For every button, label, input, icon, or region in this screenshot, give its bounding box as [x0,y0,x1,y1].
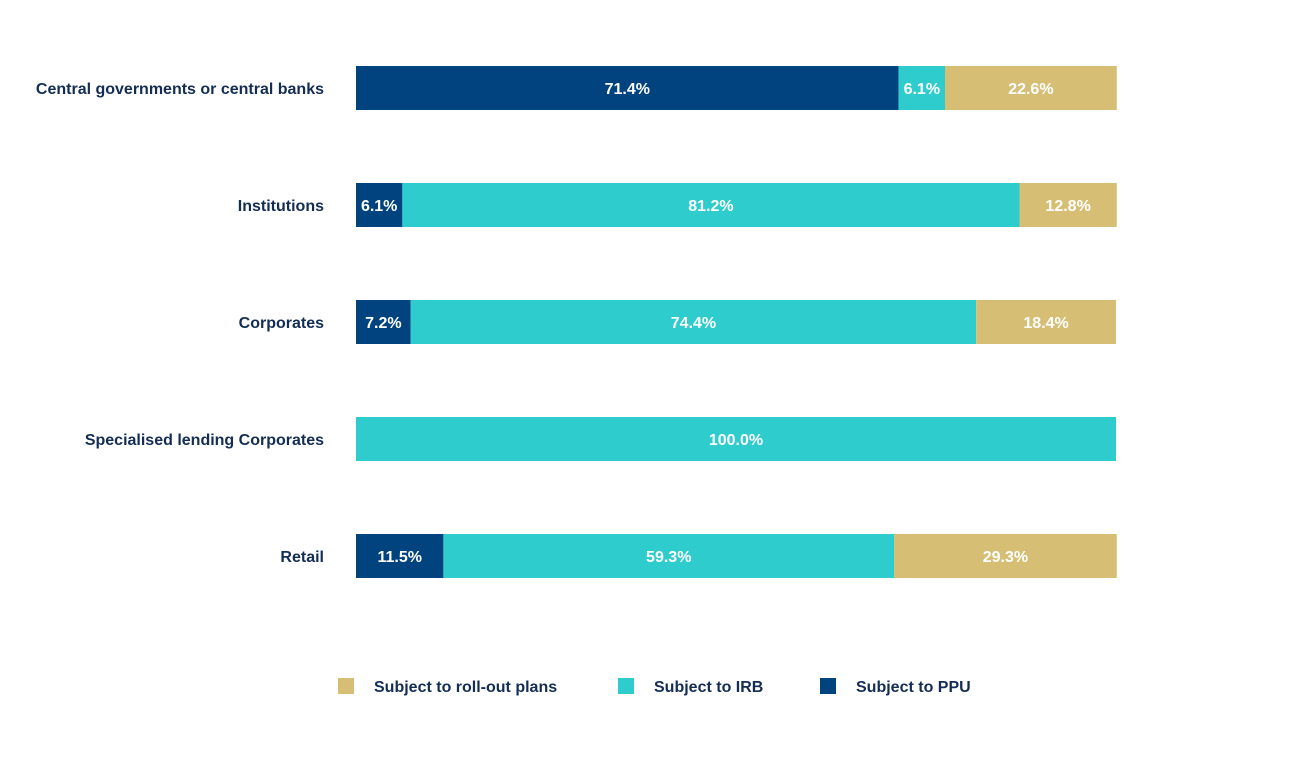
category-label-institutions: Institutions [238,198,324,215]
category-label-retail: Retail [280,549,324,566]
legend-label-subject-to-irb: Subject to IRB [654,679,763,696]
data-label-subject-to-roll-out-plans-institutions: 12.8% [1045,198,1090,215]
legend-label-subject-to-roll-out-plans: Subject to roll-out plans [374,679,557,696]
legend-swatch-subject-to-roll-out-plans [338,678,354,694]
data-label-subject-to-irb-central-governments-or-central-banks: 6.1% [904,81,940,98]
data-label-subject-to-ppu-retail: 11.5% [377,549,421,566]
category-labels: Central governments or central banks Inst… [36,81,324,566]
category-label-central-governments-or-central-banks: Central governments or central banks [36,81,324,98]
data-label-subject-to-irb-retail: 59.3% [646,549,691,566]
legend: Subject to roll-out plans Subject to IRB S… [338,678,971,696]
stacked-bar-chart: Central governments or central banks Inst… [0,0,1300,760]
data-label-subject-to-roll-out-plans-corporates: 18.4% [1023,315,1068,332]
data-label-subject-to-ppu-corporates: 7.2% [365,315,401,332]
data-label-subject-to-roll-out-plans-retail: 29.3% [983,549,1028,566]
legend-swatch-subject-to-irb [618,678,634,694]
legend-label-subject-to-ppu: Subject to PPU [856,679,971,696]
category-label-specialised-lending-corporates: Specialised lending Corporates [85,432,324,449]
data-label-subject-to-irb-institutions: 81.2% [688,198,733,215]
data-label-subject-to-ppu-central-governments-or-central-banks: 71.4% [605,81,650,98]
data-label-subject-to-irb-specialised-lending-corporates: 100.0% [709,432,763,449]
legend-swatch-subject-to-ppu [820,678,836,694]
category-label-corporates: Corporates [239,315,324,332]
data-label-subject-to-ppu-institutions: 6.1% [361,198,397,215]
data-label-subject-to-irb-corporates: 74.4% [671,315,716,332]
bars: 71.4% 6.1% 22.6% 6.1% 81.2% 12.8% 7.2% 74.4% 18.… [356,66,1117,578]
data-label-subject-to-roll-out-plans-central-governments-or-central-banks: 22.6% [1008,81,1053,98]
